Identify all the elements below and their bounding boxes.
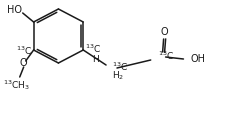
Text: $^{13}$C: $^{13}$C — [85, 43, 102, 55]
Text: $^{13}$CH$_3$: $^{13}$CH$_3$ — [3, 78, 30, 92]
Text: H: H — [92, 54, 99, 64]
Text: $^{13}$C: $^{13}$C — [16, 45, 33, 57]
Text: HO: HO — [7, 5, 22, 15]
Text: $^{13}$C: $^{13}$C — [112, 61, 128, 73]
Text: $^{13}$C: $^{13}$C — [158, 50, 174, 62]
Text: O: O — [20, 58, 28, 68]
Text: O: O — [161, 27, 168, 37]
Text: H$_2$: H$_2$ — [112, 70, 124, 82]
Text: OH: OH — [190, 54, 205, 64]
